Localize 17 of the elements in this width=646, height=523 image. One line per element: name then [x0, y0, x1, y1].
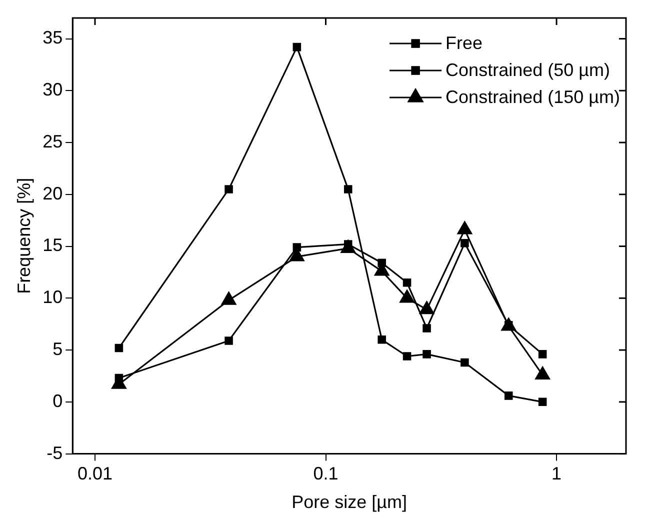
legend-label: Free [446, 32, 483, 55]
y-axis-title: Frequency [%] [14, 178, 34, 294]
x-tick-label: 0.1 [313, 464, 338, 484]
y-tick-label: 0 [52, 390, 63, 411]
y-tick-label: 15 [42, 235, 63, 256]
y-tick-label: 5 [52, 339, 63, 360]
legend-label: Constrained (50 µm) [446, 59, 610, 82]
y-tick-label: 30 [42, 80, 63, 100]
y-tick-label: 10 [42, 287, 63, 308]
x-axis-title: Pore size [µm] [292, 492, 408, 512]
y-tick-label: -5 [46, 442, 63, 463]
y-tick-label: 25 [42, 131, 63, 152]
y-tick-label: 20 [42, 183, 63, 204]
legend-label: Constrained (150 µm) [446, 86, 620, 109]
y-tick-label: 35 [42, 28, 63, 48]
x-tick-label: 0.01 [77, 464, 113, 484]
x-tick-label: 1 [552, 464, 562, 484]
